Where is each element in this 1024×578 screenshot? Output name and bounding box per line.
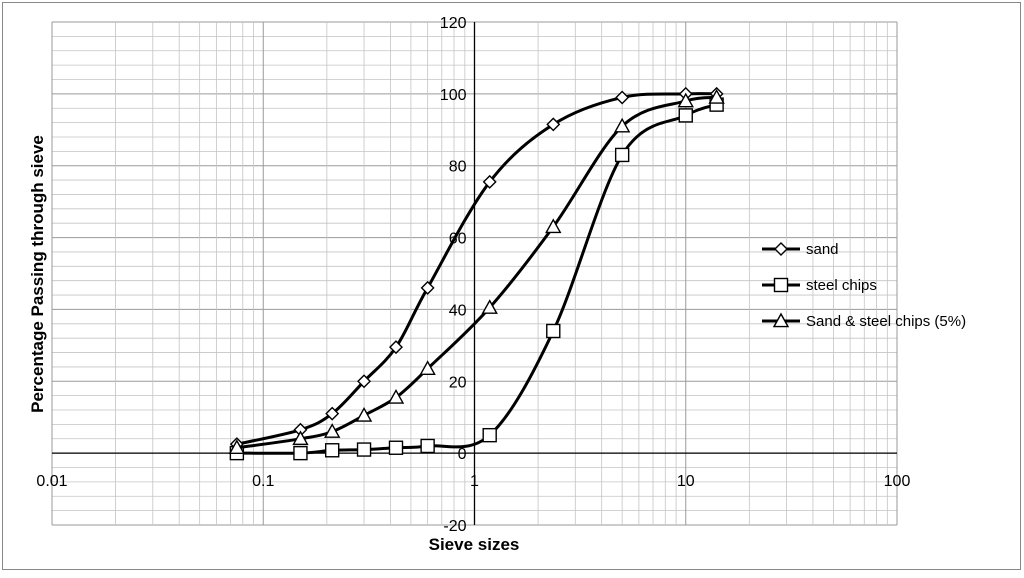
legend-label: Sand & steel chips (5%) (806, 313, 966, 330)
legend-marker (773, 277, 789, 293)
data-point (325, 406, 340, 421)
legend-item-2: steel chips (762, 277, 877, 294)
legend-label: steel chips (806, 277, 877, 294)
data-point (546, 323, 561, 339)
data-point (420, 280, 435, 295)
y-tick-label: -20 (443, 518, 466, 535)
y-tick-label: 80 (449, 159, 467, 176)
data-point (324, 443, 340, 458)
legend-marker (774, 242, 788, 256)
y-tick-label: 40 (449, 302, 467, 319)
y-tick-label: 120 (440, 15, 467, 32)
legend-item-3: Sand & steel chips (5%) (762, 312, 966, 330)
data-point (545, 218, 562, 234)
data-point (356, 442, 372, 457)
data-point (708, 89, 725, 104)
data-point (228, 439, 246, 455)
data-point (388, 440, 404, 455)
y-tick-label: 20 (449, 374, 467, 391)
series-line (236, 92, 717, 446)
series-2 (229, 97, 724, 461)
data-point (615, 90, 630, 105)
x-tick-label: 1 (470, 473, 479, 490)
data-point (387, 389, 405, 404)
data-point (677, 92, 694, 108)
data-point (678, 108, 693, 123)
legend-label: sand (806, 241, 839, 258)
series-layer (228, 86, 725, 461)
chart-border (2, 2, 1021, 570)
data-point (482, 174, 497, 189)
data-point (292, 430, 309, 446)
data-point (357, 374, 372, 389)
x-tick-label: 0.01 (36, 473, 67, 490)
data-point (419, 360, 436, 376)
data-point (481, 299, 498, 314)
x-tick-label: 0.1 (252, 473, 274, 490)
legend-marker (772, 312, 790, 328)
data-point (389, 340, 403, 355)
series-3 (228, 89, 725, 455)
x-tick-label: 100 (884, 473, 911, 490)
data-point (323, 423, 341, 438)
data-point (482, 427, 497, 443)
y-tick-label: 100 (440, 87, 467, 104)
data-point (293, 445, 308, 461)
data-point (613, 117, 631, 133)
legend-item-1: sand (762, 241, 839, 258)
y-tick-label: 0 (458, 446, 467, 463)
data-point (420, 438, 435, 454)
x-axis-label: Sieve sizes (429, 535, 520, 554)
data-point (546, 117, 561, 132)
data-point (355, 406, 373, 422)
legend: sand steel chips Sand & steel chips (5%) (762, 241, 966, 330)
data-point (614, 147, 630, 163)
y-axis-label: Percentage Passing through sieve (28, 135, 47, 413)
x-tick-label: 10 (677, 473, 695, 490)
